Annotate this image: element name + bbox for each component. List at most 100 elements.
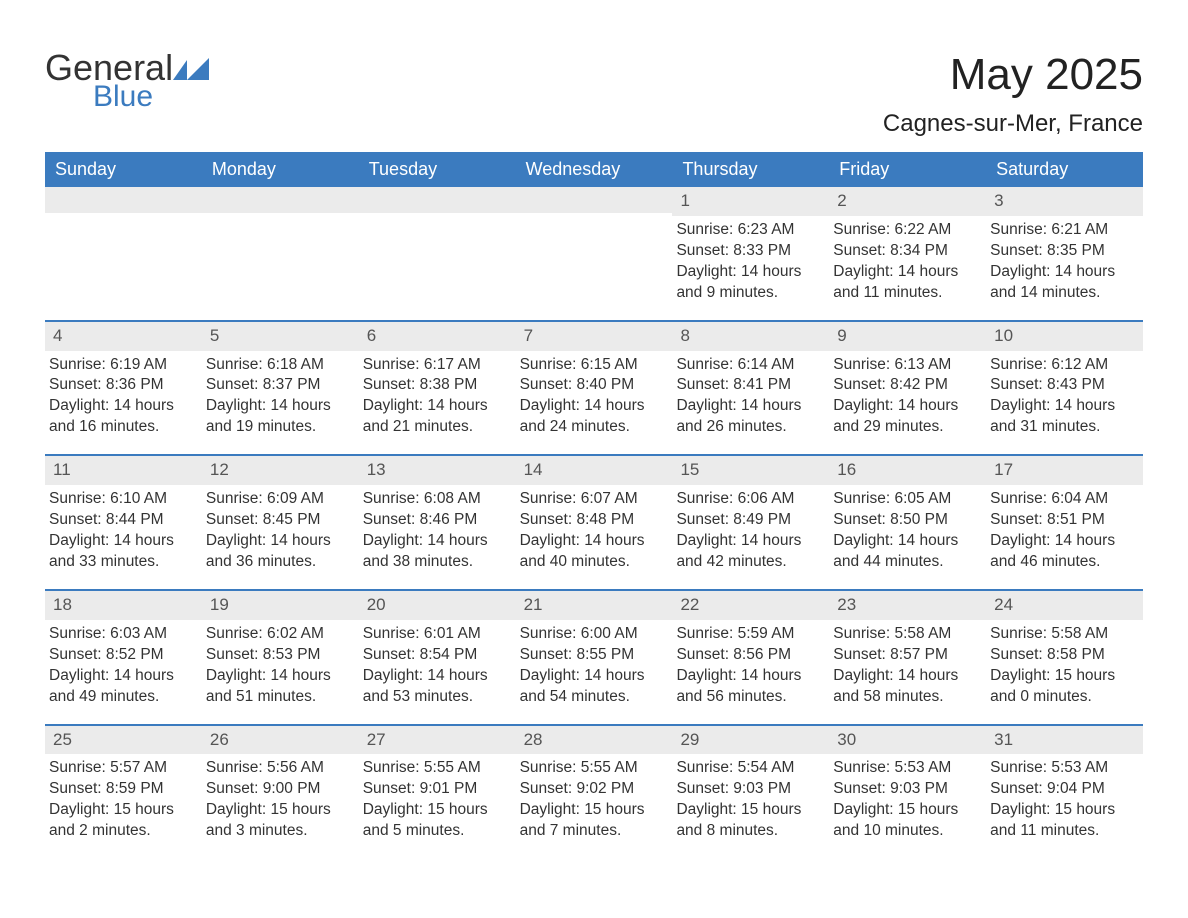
day-number: 7: [516, 322, 673, 351]
daylight: Daylight: 14 hours and 31 minutes.: [990, 396, 1135, 438]
sunrise: Sunrise: 6:21 AM: [990, 220, 1135, 241]
day-number: 20: [359, 591, 516, 620]
calendar-cell: 21Sunrise: 6:00 AMSunset: 8:55 PMDayligh…: [516, 591, 673, 708]
day-body: Sunrise: 6:12 AMSunset: 8:43 PMDaylight:…: [986, 351, 1143, 439]
calendar-cell: 22Sunrise: 5:59 AMSunset: 8:56 PMDayligh…: [672, 591, 829, 708]
calendar: Sunday Monday Tuesday Wednesday Thursday…: [45, 152, 1143, 842]
calendar-cell: 5Sunrise: 6:18 AMSunset: 8:37 PMDaylight…: [202, 322, 359, 439]
daylight: Daylight: 15 hours and 2 minutes.: [49, 800, 194, 842]
month-title: May 2025: [883, 50, 1143, 100]
sunrise: Sunrise: 5:54 AM: [676, 758, 821, 779]
sunset: Sunset: 8:44 PM: [49, 510, 194, 531]
sunrise: Sunrise: 6:00 AM: [520, 624, 665, 645]
sunrise: Sunrise: 5:59 AM: [676, 624, 821, 645]
calendar-cell: [359, 187, 516, 304]
daylight: Daylight: 14 hours and 26 minutes.: [676, 396, 821, 438]
day-body: Sunrise: 6:06 AMSunset: 8:49 PMDaylight:…: [672, 485, 829, 573]
sunrise: Sunrise: 5:58 AM: [833, 624, 978, 645]
sunset: Sunset: 8:46 PM: [363, 510, 508, 531]
day-number: 21: [516, 591, 673, 620]
sunrise: Sunrise: 6:04 AM: [990, 489, 1135, 510]
daylight: Daylight: 14 hours and 16 minutes.: [49, 396, 194, 438]
day-body: Sunrise: 5:58 AMSunset: 8:57 PMDaylight:…: [829, 620, 986, 708]
daylight: Daylight: 14 hours and 56 minutes.: [676, 666, 821, 708]
calendar-cell: 14Sunrise: 6:07 AMSunset: 8:48 PMDayligh…: [516, 456, 673, 573]
day-body: Sunrise: 6:07 AMSunset: 8:48 PMDaylight:…: [516, 485, 673, 573]
day-body: Sunrise: 6:15 AMSunset: 8:40 PMDaylight:…: [516, 351, 673, 439]
calendar-cell: 30Sunrise: 5:53 AMSunset: 9:03 PMDayligh…: [829, 726, 986, 843]
sunrise: Sunrise: 6:23 AM: [676, 220, 821, 241]
calendar-page: General Blue May 2025 Cagnes-sur-Mer, Fr…: [0, 0, 1188, 882]
daylight: Daylight: 14 hours and 9 minutes.: [676, 262, 821, 304]
sunset: Sunset: 8:38 PM: [363, 375, 508, 396]
sunrise: Sunrise: 6:18 AM: [206, 355, 351, 376]
daylight: Daylight: 14 hours and 33 minutes.: [49, 531, 194, 573]
sunrise: Sunrise: 6:07 AM: [520, 489, 665, 510]
calendar-cell: [516, 187, 673, 304]
day-body: Sunrise: 5:53 AMSunset: 9:03 PMDaylight:…: [829, 754, 986, 842]
calendar-week: 1Sunrise: 6:23 AMSunset: 8:33 PMDaylight…: [45, 187, 1143, 304]
sunset: Sunset: 8:56 PM: [676, 645, 821, 666]
day-number: 11: [45, 456, 202, 485]
day-body: Sunrise: 5:57 AMSunset: 8:59 PMDaylight:…: [45, 754, 202, 842]
sunset: Sunset: 8:42 PM: [833, 375, 978, 396]
sunrise: Sunrise: 5:55 AM: [363, 758, 508, 779]
sunrise: Sunrise: 6:17 AM: [363, 355, 508, 376]
calendar-cell: 23Sunrise: 5:58 AMSunset: 8:57 PMDayligh…: [829, 591, 986, 708]
sunset: Sunset: 8:33 PM: [676, 241, 821, 262]
calendar-week: 18Sunrise: 6:03 AMSunset: 8:52 PMDayligh…: [45, 589, 1143, 708]
sunset: Sunset: 8:43 PM: [990, 375, 1135, 396]
daylight: Daylight: 14 hours and 36 minutes.: [206, 531, 351, 573]
sunrise: Sunrise: 5:55 AM: [520, 758, 665, 779]
sunrise: Sunrise: 6:22 AM: [833, 220, 978, 241]
daylight: Daylight: 15 hours and 0 minutes.: [990, 666, 1135, 708]
sunset: Sunset: 8:41 PM: [676, 375, 821, 396]
day-number: 6: [359, 322, 516, 351]
daylight: Daylight: 14 hours and 14 minutes.: [990, 262, 1135, 304]
day-body: Sunrise: 6:01 AMSunset: 8:54 PMDaylight:…: [359, 620, 516, 708]
calendar-cell: 25Sunrise: 5:57 AMSunset: 8:59 PMDayligh…: [45, 726, 202, 843]
sunset: Sunset: 8:34 PM: [833, 241, 978, 262]
daylight: Daylight: 15 hours and 10 minutes.: [833, 800, 978, 842]
sunset: Sunset: 8:51 PM: [990, 510, 1135, 531]
daylight: Daylight: 14 hours and 21 minutes.: [363, 396, 508, 438]
sunset: Sunset: 8:49 PM: [676, 510, 821, 531]
weekday-sun: Sunday: [45, 152, 202, 187]
day-number: 19: [202, 591, 359, 620]
logo-flag-icon: [173, 56, 215, 89]
day-number: [202, 187, 359, 213]
day-number: 1: [672, 187, 829, 216]
sunrise: Sunrise: 6:06 AM: [676, 489, 821, 510]
calendar-cell: 10Sunrise: 6:12 AMSunset: 8:43 PMDayligh…: [986, 322, 1143, 439]
daylight: Daylight: 14 hours and 58 minutes.: [833, 666, 978, 708]
day-body: Sunrise: 6:03 AMSunset: 8:52 PMDaylight:…: [45, 620, 202, 708]
weeks-container: 1Sunrise: 6:23 AMSunset: 8:33 PMDaylight…: [45, 187, 1143, 842]
day-number: 22: [672, 591, 829, 620]
calendar-cell: 6 Sunrise: 6:17 AMSunset: 8:38 PMDaylight…: [359, 322, 516, 439]
day-number: [516, 187, 673, 213]
weekday-sat: Saturday: [986, 152, 1143, 187]
sunset: Sunset: 9:03 PM: [833, 779, 978, 800]
sunset: Sunset: 8:55 PM: [520, 645, 665, 666]
day-number: 10: [986, 322, 1143, 351]
day-number: 13: [359, 456, 516, 485]
calendar-cell: 13Sunrise: 6:08 AMSunset: 8:46 PMDayligh…: [359, 456, 516, 573]
day-body: Sunrise: 5:59 AMSunset: 8:56 PMDaylight:…: [672, 620, 829, 708]
day-body: Sunrise: 5:54 AMSunset: 9:03 PMDaylight:…: [672, 754, 829, 842]
sunrise: Sunrise: 5:53 AM: [990, 758, 1135, 779]
day-number: 17: [986, 456, 1143, 485]
day-body: Sunrise: 6:02 AMSunset: 8:53 PMDaylight:…: [202, 620, 359, 708]
day-number: 30: [829, 726, 986, 755]
sunrise: Sunrise: 5:57 AM: [49, 758, 194, 779]
calendar-cell: 31Sunrise: 5:53 AMSunset: 9:04 PMDayligh…: [986, 726, 1143, 843]
day-body: Sunrise: 5:55 AMSunset: 9:02 PMDaylight:…: [516, 754, 673, 842]
day-body: Sunrise: 6:00 AMSunset: 8:55 PMDaylight:…: [516, 620, 673, 708]
day-body: Sunrise: 6:14 AMSunset: 8:41 PMDaylight:…: [672, 351, 829, 439]
weekday-tue: Tuesday: [359, 152, 516, 187]
day-number: 29: [672, 726, 829, 755]
calendar-cell: 16Sunrise: 6:05 AMSunset: 8:50 PMDayligh…: [829, 456, 986, 573]
day-number: 12: [202, 456, 359, 485]
day-body: Sunrise: 5:55 AMSunset: 9:01 PMDaylight:…: [359, 754, 516, 842]
weekday-thu: Thursday: [672, 152, 829, 187]
sunrise: Sunrise: 6:03 AM: [49, 624, 194, 645]
